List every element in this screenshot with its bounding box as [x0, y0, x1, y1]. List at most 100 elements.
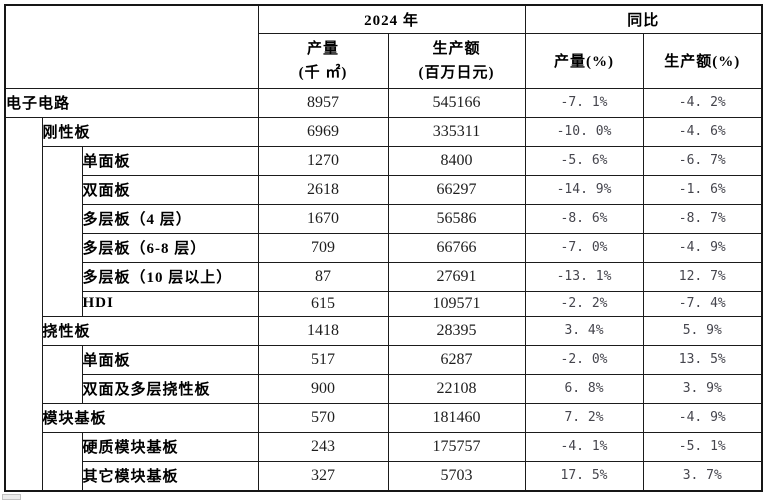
col-header-value-title: 生产额: [432, 40, 481, 57]
col-header-output-pct: 产量(%): [524, 32, 644, 89]
table-row: 单面板 1270 8400 -5. 6% -6. 7%: [5, 145, 763, 317]
col-header-value: 生产额 (百万日元): [387, 32, 526, 89]
row-label: HDI: [81, 290, 259, 317]
header-row-groups: 2024 年 同比: [4, 4, 763, 89]
table-row: 多层板（4 层） 1670 56586 -8. 6% -8. 7%: [5, 203, 763, 234]
row-label: 电子电路: [4, 87, 259, 118]
value-pct-cell: -4. 9%: [642, 232, 763, 263]
value-cell: 28395: [387, 315, 526, 346]
table-row: 电子电路 8957 545166 -7. 1% -4. 2%: [4, 87, 763, 118]
value-cell: 8400: [387, 145, 526, 176]
row-label: 双面板: [81, 174, 259, 205]
output-cell: 615: [257, 290, 389, 317]
value-cell: 335311: [387, 116, 526, 147]
output-cell: 327: [257, 460, 389, 492]
value-pct-cell: -6. 7%: [642, 145, 763, 176]
value-pct-cell: 5. 9%: [642, 315, 763, 346]
row-label: 刚性板: [41, 116, 259, 147]
page-edge-artifact: [2, 494, 21, 500]
table-row: 挠性板 1418 28395 3. 4% 5. 9%: [5, 315, 763, 346]
col-header-output-title: 产量: [306, 40, 339, 57]
output-pct-cell: 7. 2%: [524, 402, 644, 433]
value-pct-cell: -4. 9%: [642, 402, 763, 433]
output-pct-cell: -5. 6%: [524, 145, 644, 176]
output-pct-cell: 3. 4%: [524, 315, 644, 346]
row-label: 硬质模块基板: [81, 431, 259, 462]
output-cell: 87: [257, 261, 389, 292]
value-pct-cell: -1. 6%: [642, 174, 763, 205]
value-pct-cell: 13. 5%: [642, 344, 763, 375]
output-cell: 1418: [257, 315, 389, 346]
output-pct-cell: -4. 1%: [524, 431, 644, 462]
value-pct-cell: -4. 6%: [642, 116, 763, 147]
output-pct-cell: -10. 0%: [524, 116, 644, 147]
table-row: 双面及多层挠性板 900 22108 6. 8% 3. 9%: [5, 373, 763, 404]
value-cell: 27691: [387, 261, 526, 292]
table-row: 双面板 2618 66297 -14. 9% -1. 6%: [5, 174, 763, 205]
value-pct-cell: 3. 9%: [642, 373, 763, 404]
output-pct-cell: -8. 6%: [524, 203, 644, 234]
value-pct-cell: -7. 4%: [642, 290, 763, 317]
table-row: 模块基板 570 181460 7. 2% -4. 9%: [5, 402, 763, 433]
value-cell: 545166: [387, 87, 526, 118]
value-pct-cell: -5. 1%: [642, 431, 763, 462]
col-header-output: 产量 (千 ㎡): [257, 32, 389, 89]
output-cell: 8957: [257, 87, 389, 118]
table-row: 其它模块基板 327 5703 17. 5% 3. 7%: [5, 460, 763, 492]
output-pct-cell: -7. 1%: [524, 87, 644, 118]
output-pct-cell: -2. 2%: [524, 290, 644, 317]
col-header-output-unit: (千 ㎡): [298, 64, 348, 81]
row-label: 双面及多层挠性板: [81, 373, 259, 404]
header-row-columns: 产量 (千 ㎡) 生产额 (百万日元) 产量(%) 生产额(%): [5, 32, 763, 89]
output-cell: 6969: [257, 116, 389, 147]
output-pct-cell: -7. 0%: [524, 232, 644, 263]
output-pct-cell: 17. 5%: [524, 460, 644, 492]
output-pct-cell: -2. 0%: [524, 344, 644, 375]
value-pct-cell: 3. 7%: [642, 460, 763, 492]
output-cell: 709: [257, 232, 389, 263]
pcb-production-table: 2024 年 同比 产量 (千 ㎡) 生产额 (百万日元) 产量(%) 生产额(…: [4, 4, 763, 492]
output-pct-cell: 6. 8%: [524, 373, 644, 404]
row-label: 单面板: [81, 145, 259, 176]
row-label: 其它模块基板: [81, 460, 259, 492]
value-pct-cell: -4. 2%: [642, 87, 763, 118]
table-row: 多层板（10 层以上） 87 27691 -13. 1% 12. 7%: [5, 261, 763, 292]
value-cell: 56586: [387, 203, 526, 234]
row-label: 挠性板: [41, 315, 259, 346]
table-row: 单面板 517 6287 -2. 0% 13. 5%: [5, 344, 763, 404]
col-header-value-unit: (百万日元): [418, 64, 495, 81]
indent-cell-level2: [41, 145, 83, 317]
indent-cell-level1: [4, 116, 43, 492]
output-cell: 2618: [257, 174, 389, 205]
indent-cell-level2: [41, 344, 83, 404]
output-cell: 900: [257, 373, 389, 404]
value-cell: 181460: [387, 402, 526, 433]
value-pct-cell: -8. 7%: [642, 203, 763, 234]
row-label: 单面板: [81, 344, 259, 375]
col-group-2024: 2024 年: [257, 4, 526, 34]
table-row: 硬质模块基板 243 175757 -4. 1% -5. 1%: [5, 431, 763, 492]
output-cell: 1670: [257, 203, 389, 234]
value-cell: 175757: [387, 431, 526, 462]
output-cell: 570: [257, 402, 389, 433]
row-label: 多层板（4 层）: [81, 203, 259, 234]
output-pct-cell: -13. 1%: [524, 261, 644, 292]
value-cell: 109571: [387, 290, 526, 317]
output-pct-cell: -14. 9%: [524, 174, 644, 205]
value-cell: 6287: [387, 344, 526, 375]
table-row: 刚性板 6969 335311 -10. 0% -4. 6%: [4, 116, 763, 492]
value-cell: 22108: [387, 373, 526, 404]
table-row: 多层板（6-8 层） 709 66766 -7. 0% -4. 9%: [5, 232, 763, 263]
corner-empty-cell: [4, 4, 259, 89]
table-row: HDI 615 109571 -2. 2% -7. 4%: [5, 290, 763, 317]
row-label: 模块基板: [41, 402, 259, 433]
value-cell: 5703: [387, 460, 526, 492]
value-cell: 66766: [387, 232, 526, 263]
output-cell: 243: [257, 431, 389, 462]
col-header-value-pct: 生产额(%): [642, 32, 763, 89]
output-cell: 517: [257, 344, 389, 375]
output-cell: 1270: [257, 145, 389, 176]
value-cell: 66297: [387, 174, 526, 205]
value-pct-cell: 12. 7%: [642, 261, 763, 292]
row-label: 多层板（6-8 层）: [81, 232, 259, 263]
